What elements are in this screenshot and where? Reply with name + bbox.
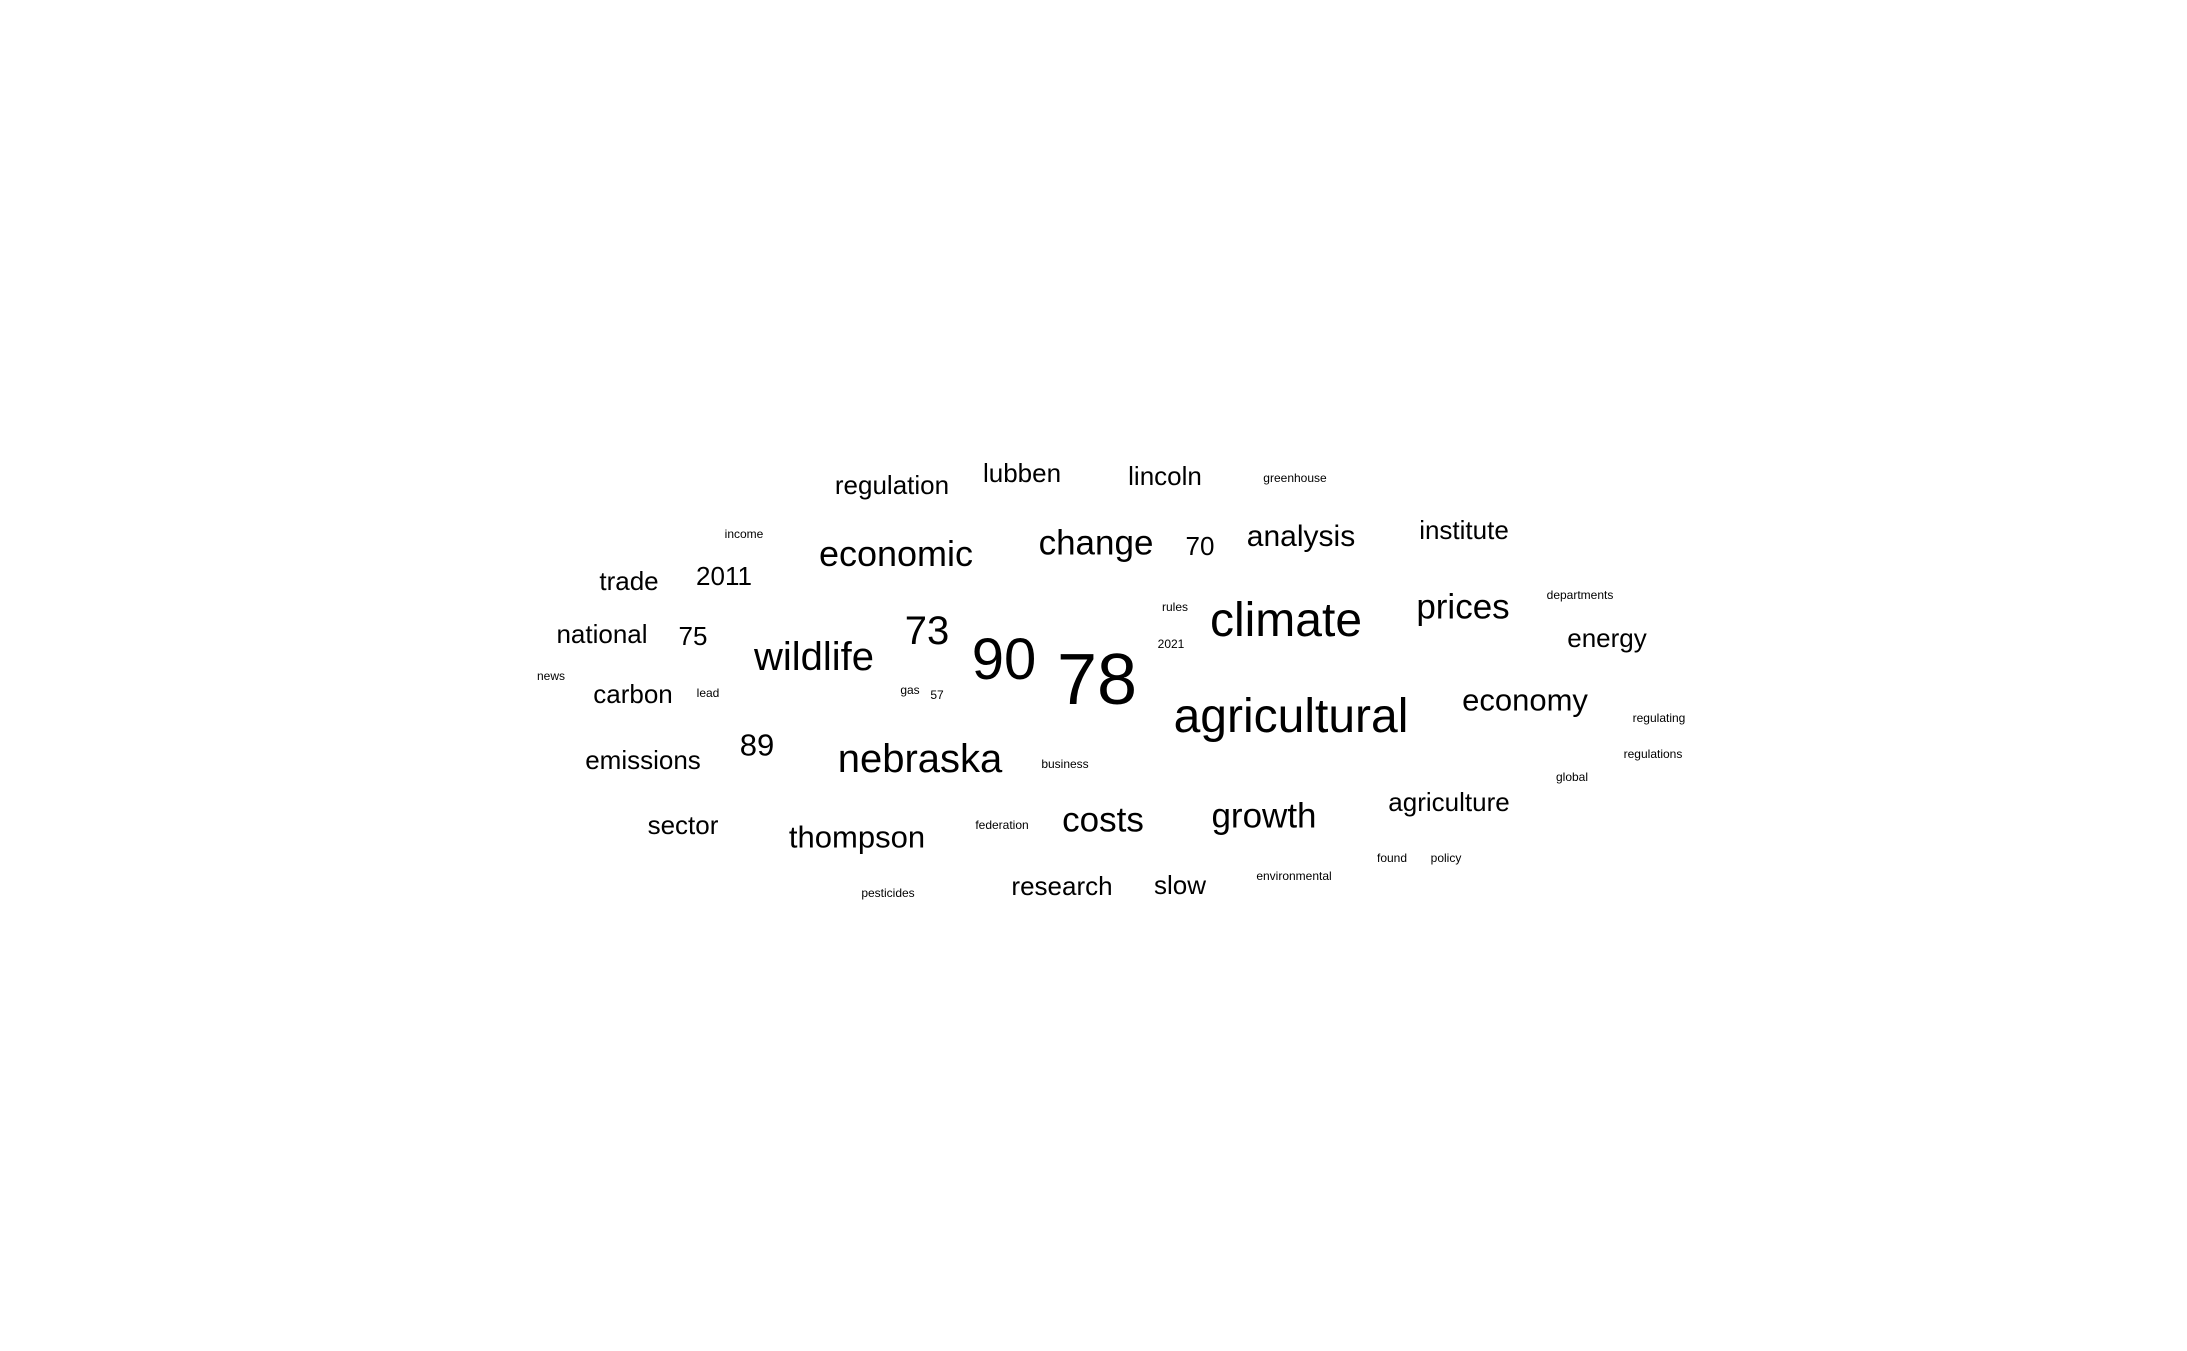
cloud-word: pesticides (861, 886, 915, 900)
cloud-word: wildlife (753, 635, 875, 679)
cloud-word: regulations (1623, 747, 1683, 761)
cloud-word: gas (900, 683, 920, 697)
cloud-word: institute (1419, 515, 1509, 545)
cloud-word: economy (1462, 682, 1588, 718)
cloud-word: lubben (982, 458, 1062, 488)
cloud-word: 2011 (696, 561, 752, 591)
cloud-word: rules (1161, 600, 1189, 614)
cloud-word: energy (1567, 623, 1647, 653)
cloud-word: slow (1153, 870, 1207, 900)
cloud-word: agriculture (1388, 787, 1510, 817)
cloud-word: carbon (593, 679, 673, 709)
cloud-word: national (556, 619, 648, 649)
cloud-word: 70 (1185, 531, 1215, 561)
cloud-word: economic (818, 533, 974, 574)
cloud-word: 73 (904, 609, 950, 653)
cloud-word: thompson (788, 819, 926, 855)
cloud-word: climate (1209, 594, 1363, 647)
cloud-word: environmental (1256, 869, 1332, 883)
cloud-word: departments (1546, 588, 1614, 602)
cloud-word: sector (647, 810, 719, 840)
cloud-word: federation (975, 818, 1029, 832)
cloud-word: nebraska (837, 737, 1003, 781)
cloud-word: found (1376, 851, 1408, 865)
cloud-word: lead (696, 686, 720, 700)
cloud-word: 2021 (1157, 637, 1185, 651)
cloud-word: prices (1416, 587, 1510, 627)
cloud-word: costs (1062, 800, 1144, 840)
cloud-word: 90 (971, 627, 1037, 692)
cloud-word: regulating (1632, 711, 1686, 725)
cloud-word: 78 (1056, 640, 1138, 720)
cloud-word: 75 (678, 621, 708, 651)
cloud-word: emissions (585, 745, 701, 775)
cloud-word: greenhouse (1263, 471, 1327, 485)
cloud-word: trade (599, 566, 659, 596)
cloud-word: 89 (739, 727, 775, 763)
cloud-word: 57 (930, 688, 944, 702)
cloud-word: global (1555, 770, 1589, 784)
cloud-word: news (536, 669, 566, 683)
cloud-word: business (1041, 757, 1089, 771)
cloud-word: analysis (1246, 520, 1356, 553)
cloud-word: agricultural (1173, 690, 1409, 743)
cloud-word: research (1011, 871, 1113, 901)
cloud-word: growth (1211, 796, 1317, 836)
cloud-word: policy (1430, 851, 1462, 865)
cloud-word: regulation (834, 470, 950, 500)
cloud-word: lincoln (1128, 461, 1202, 491)
cloud-word: change (1038, 523, 1154, 563)
cloud-word: income (724, 527, 764, 541)
